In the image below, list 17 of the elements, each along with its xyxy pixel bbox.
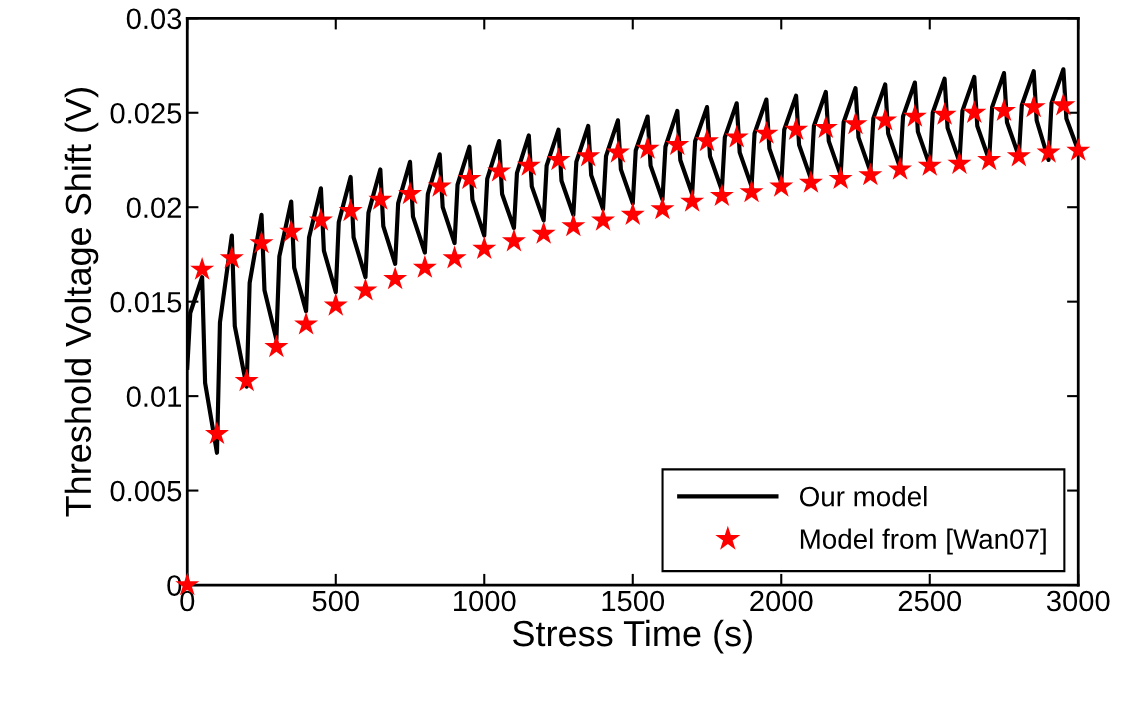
legend-label: Model from [Wan07]: [800, 528, 1046, 555]
x-tick-label: 2500: [898, 590, 962, 612]
x-tick-label: 500: [312, 590, 359, 612]
y-tick-label: 0.03: [126, 8, 182, 30]
x-tick-label: 2000: [750, 590, 813, 612]
legend-label: Our model: [799, 486, 927, 507]
y-tick-label: 0.005: [110, 480, 182, 502]
y-tick-label: 0: [167, 575, 182, 596]
y-tick-label: 0.02: [126, 197, 181, 219]
y-tick-label: 0.015: [110, 291, 182, 313]
y-tick-label: 0.025: [110, 102, 182, 124]
y-axis-title: Threshold Voltage Shift (V): [64, 88, 99, 517]
x-tick-label: 3000: [1046, 590, 1110, 612]
x-axis-title: Stress Time (s): [513, 619, 752, 654]
x-tick-label: 1000: [454, 590, 516, 612]
y-tick-label: 0.01: [126, 386, 181, 407]
x-tick-label: 1500: [602, 590, 665, 612]
